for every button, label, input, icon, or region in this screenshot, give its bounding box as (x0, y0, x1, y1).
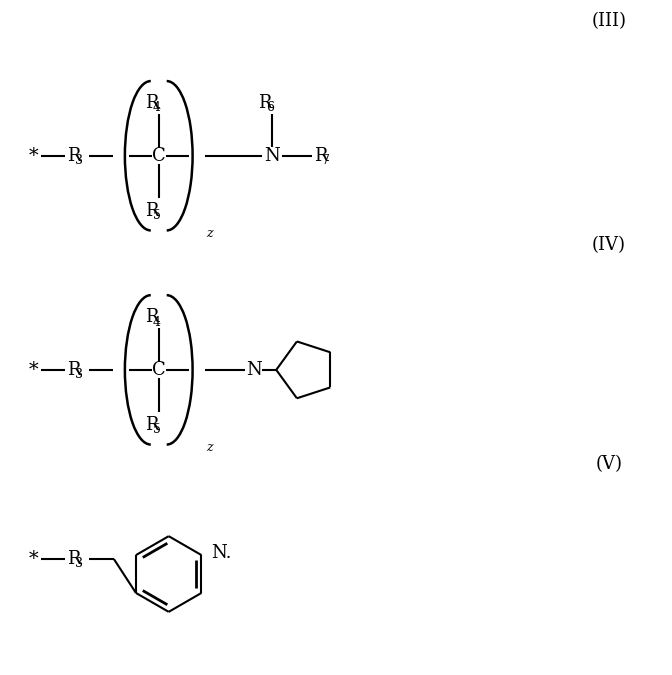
Text: R: R (144, 308, 159, 326)
Text: N: N (264, 146, 280, 165)
Text: 3: 3 (75, 369, 83, 381)
Text: R: R (67, 146, 81, 165)
Text: R: R (258, 94, 271, 112)
Text: 7: 7 (322, 154, 330, 167)
Text: N.: N. (212, 544, 232, 562)
Text: 3: 3 (75, 558, 83, 570)
Text: 3: 3 (75, 154, 83, 167)
Text: R: R (144, 94, 159, 112)
Text: R: R (314, 146, 327, 165)
Text: *: * (28, 550, 38, 568)
Text: *: * (28, 361, 38, 379)
Text: (III): (III) (591, 12, 626, 30)
Text: R: R (67, 550, 81, 568)
Text: *: * (28, 146, 38, 165)
Text: z: z (206, 441, 213, 454)
Text: C: C (152, 361, 165, 379)
Text: z: z (206, 227, 213, 240)
Text: 5: 5 (153, 209, 161, 222)
Text: 4: 4 (153, 101, 161, 114)
Text: C: C (152, 146, 165, 165)
Text: 4: 4 (153, 315, 161, 329)
Text: R: R (144, 416, 159, 433)
Text: N: N (247, 361, 262, 379)
Text: 5: 5 (153, 423, 161, 436)
Text: (IV): (IV) (592, 236, 626, 254)
Text: R: R (144, 202, 159, 219)
Text: R: R (67, 361, 81, 379)
Text: 6: 6 (266, 101, 274, 114)
Text: (V): (V) (595, 456, 622, 473)
